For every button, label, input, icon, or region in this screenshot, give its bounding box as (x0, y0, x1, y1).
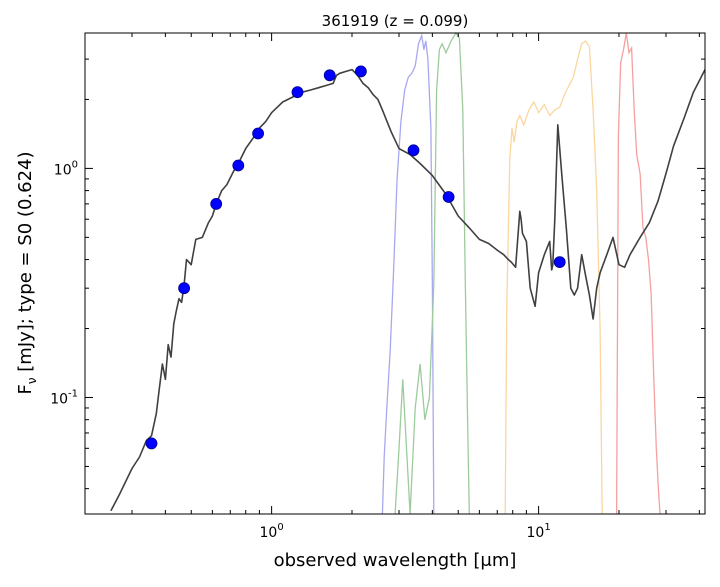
model-line (110, 68, 706, 512)
x-tick-label-0: 100 (260, 522, 284, 541)
data-point (291, 86, 304, 99)
filter-curve-4 (504, 40, 603, 515)
x-tick-label-1: 101 (526, 522, 550, 541)
data-point (145, 437, 158, 450)
filter-curve-5 (615, 32, 661, 515)
data-point (178, 282, 191, 295)
data-point (407, 144, 420, 157)
data-point (553, 256, 566, 269)
data-point (442, 191, 455, 203)
axis-ticks: 100 101 10-1 100 (50, 33, 705, 541)
filter-curve-2 (381, 33, 435, 515)
filter-curves (381, 31, 661, 515)
data-point (210, 197, 223, 210)
data-point (323, 69, 336, 82)
y-axis-label: Fν [mJy]; type = S0 (0.624) (15, 151, 39, 394)
y-tick-label-1: 100 (54, 159, 78, 178)
photometry-points (145, 65, 566, 450)
x-axis-label: observed wavelength [μm] (274, 550, 517, 571)
data-point (252, 127, 265, 140)
filter-curve-3 (394, 31, 470, 515)
data-point (232, 159, 245, 172)
plot-background (85, 33, 705, 514)
chart-title: 361919 (z = 0.099) (322, 12, 469, 30)
model-spectrum (110, 68, 706, 512)
data-point (354, 65, 367, 78)
plot-frame (84, 32, 706, 515)
y-tick-label-0: 10-1 (50, 388, 78, 407)
